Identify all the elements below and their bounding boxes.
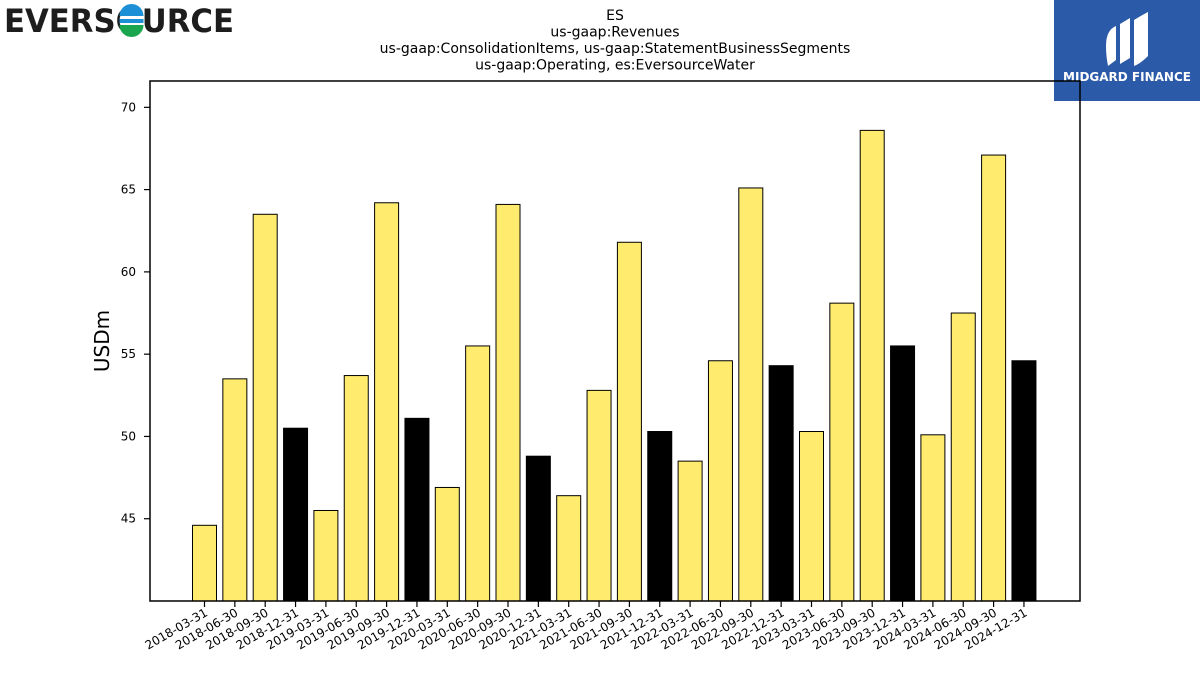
bar bbox=[859, 129, 885, 602]
bar bbox=[616, 241, 642, 602]
chart-title-line: us-gaap:Operating, es:EversourceWater bbox=[475, 58, 755, 74]
bar bbox=[738, 187, 764, 602]
y-axis-label: USDm bbox=[90, 310, 114, 372]
bar bbox=[768, 365, 794, 602]
bar bbox=[525, 455, 551, 602]
bar bbox=[434, 486, 460, 602]
bar bbox=[343, 375, 369, 602]
y-tick-label: 55 bbox=[121, 347, 136, 361]
y-axis-ticks: 45 50 55 60 65 70 bbox=[121, 100, 150, 526]
bar bbox=[981, 154, 1007, 602]
chart-title-line: us-gaap:ConsolidationItems, us-gaap:Stat… bbox=[380, 41, 851, 57]
bar bbox=[404, 417, 430, 602]
bar bbox=[707, 360, 733, 602]
eversource-logo-graphic: EVERSOURCE bbox=[4, 2, 234, 40]
bar bbox=[829, 302, 855, 602]
midgard-finance-logo: MIDGARD FINANCE bbox=[1054, 0, 1200, 101]
bar bbox=[495, 203, 521, 602]
y-tick-label: 45 bbox=[121, 512, 136, 526]
bar bbox=[1011, 360, 1037, 602]
bar bbox=[586, 389, 612, 602]
midgard-mark-icon bbox=[1106, 12, 1148, 66]
bar bbox=[374, 202, 400, 602]
bar bbox=[556, 495, 582, 602]
chart-title-line: us-gaap:Revenues bbox=[550, 25, 679, 41]
midgard-logo-text: MIDGARD FINANCE bbox=[1063, 70, 1191, 84]
bar bbox=[222, 378, 248, 602]
bar bbox=[950, 312, 976, 602]
eversource-globe-icon bbox=[119, 4, 144, 37]
bar bbox=[283, 427, 309, 602]
y-tick-label: 70 bbox=[121, 100, 136, 114]
y-tick-label: 60 bbox=[121, 265, 136, 279]
y-tick-label: 50 bbox=[121, 429, 136, 443]
bar bbox=[890, 345, 916, 602]
eversource-logo: EVERSOURCE bbox=[4, 2, 244, 50]
chart-title: ESus-gaap:Revenuesus-gaap:ConsolidationI… bbox=[380, 8, 851, 74]
y-tick-label: 65 bbox=[121, 183, 136, 197]
bar bbox=[647, 431, 673, 602]
bar bbox=[192, 524, 217, 602]
bar bbox=[677, 460, 703, 602]
bar bbox=[313, 509, 339, 602]
bar bbox=[799, 431, 824, 602]
plot-frame bbox=[149, 80, 1081, 602]
x-axis-ticks: 2018-03-312018-06-302018-09-302018-12-31… bbox=[143, 601, 1029, 652]
bar bbox=[252, 213, 278, 602]
bars bbox=[192, 129, 1037, 602]
midgard-finance-logo-graphic: MIDGARD FINANCE bbox=[1063, 12, 1191, 84]
chart-title-line: ES bbox=[606, 8, 624, 24]
bar bbox=[465, 345, 491, 602]
bar bbox=[920, 434, 946, 602]
